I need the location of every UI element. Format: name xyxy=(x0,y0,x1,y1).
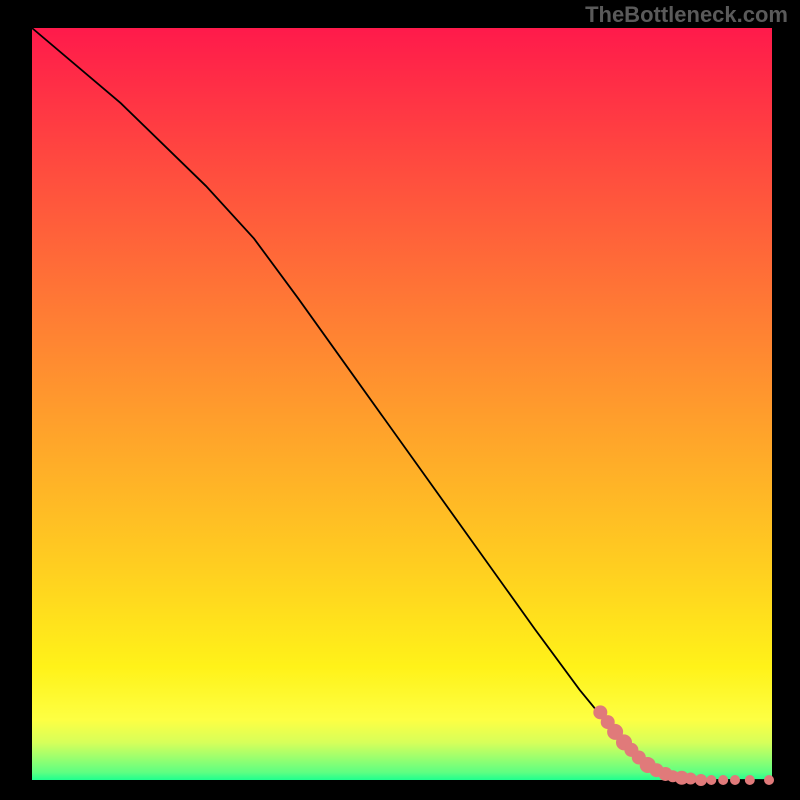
chart-container: TheBottleneck.com xyxy=(0,0,800,800)
curve-marker xyxy=(695,774,707,786)
curve-marker xyxy=(764,775,774,785)
chart-overlay xyxy=(32,28,772,780)
curve-marker xyxy=(685,773,697,785)
curve-marker xyxy=(730,775,740,785)
curve-markers xyxy=(593,705,774,786)
bottleneck-curve xyxy=(32,28,772,780)
curve-marker xyxy=(745,775,755,785)
curve-marker xyxy=(718,775,728,785)
curve-marker xyxy=(706,775,716,785)
watermark-label: TheBottleneck.com xyxy=(585,2,788,28)
plot-area xyxy=(32,28,772,780)
